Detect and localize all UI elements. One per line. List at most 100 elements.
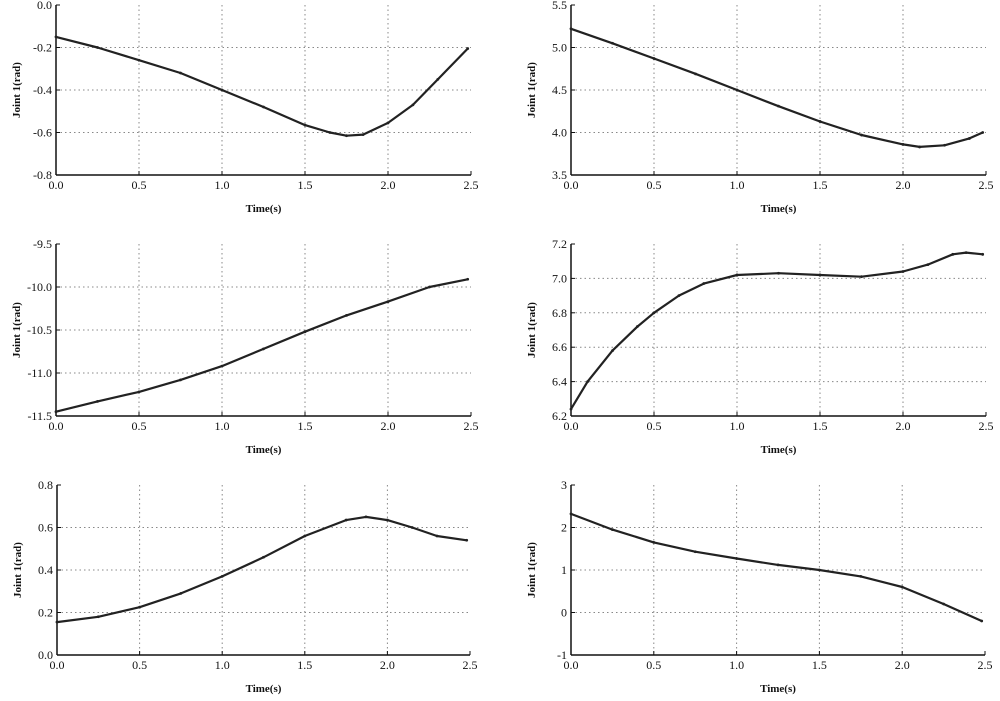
x-tick-label: 1.5 — [298, 419, 313, 433]
y-tick-label: 0.8 — [38, 478, 53, 492]
y-tick-label: 2 — [561, 521, 567, 535]
x-tick-label: 1.0 — [730, 178, 745, 192]
y-tick-label: 1 — [561, 563, 567, 577]
x-tick-label: 2.0 — [896, 178, 911, 192]
data-point — [303, 123, 307, 127]
data-point — [220, 574, 224, 578]
x-tick-label: 1.0 — [215, 178, 230, 192]
series-line — [56, 515, 467, 624]
y-axis-label: Joint 1(rad) — [526, 542, 538, 598]
data-point — [586, 380, 589, 383]
data-point — [262, 347, 265, 351]
x-tick-label: 2.0 — [381, 419, 396, 433]
data-point — [361, 133, 365, 137]
x-tick-label: 2.0 — [381, 178, 396, 192]
y-tick-label: -11.5 — [27, 409, 52, 423]
data-point — [677, 294, 681, 297]
data-point — [611, 41, 614, 45]
data-point — [179, 71, 182, 75]
x-tick-label: 2.5 — [463, 658, 478, 672]
data-point — [303, 534, 307, 538]
data-point — [96, 399, 99, 403]
y-tick-label: 6.8 — [552, 306, 567, 320]
data-point — [262, 105, 265, 109]
data-point — [220, 364, 224, 368]
x-tick-label: 1.0 — [215, 419, 230, 433]
data-point — [569, 512, 573, 516]
data-point — [818, 120, 822, 123]
subplot-6: 0.0 0.5 1.0 1.5 2.0 2.5 3 2 1 0 -1 Time(s) Joint 1(r… — [526, 478, 993, 695]
data-point — [693, 550, 697, 554]
data-point — [900, 585, 904, 589]
y-tick-label: -11.0 — [27, 366, 52, 380]
y-tick-label: 0.0 — [38, 648, 53, 662]
data-point — [611, 528, 614, 532]
y-tick-label: 6.2 — [552, 409, 567, 423]
data-point — [735, 273, 739, 277]
x-tick-label: 1.5 — [813, 178, 828, 192]
x-tick-label: 0.0 — [49, 419, 64, 433]
y-tick-label: 6.6 — [552, 340, 567, 354]
data-point — [55, 620, 59, 624]
y-tick-label: -0.4 — [33, 83, 52, 97]
data-point — [652, 57, 656, 60]
x-tick-label: 2.5 — [464, 178, 479, 192]
x-tick-label: 0.5 — [132, 419, 147, 433]
x-tick-label: 0.0 — [50, 658, 65, 672]
y-tick-label: 6.4 — [552, 375, 567, 389]
subplot-2: 0.0 0.5 1.0 1.5 2.0 2.5 5.5 5.0 4.5 4.0 3.5 Time(s)… — [526, 0, 994, 215]
y-tick-label: 4.0 — [552, 126, 567, 140]
series-line — [570, 27, 984, 148]
data-point — [386, 121, 390, 125]
x-axis-label: Time(s) — [760, 683, 796, 695]
x-axis-label: Time(s) — [246, 683, 282, 695]
x-tick-label: 1.0 — [729, 658, 744, 672]
data-point — [428, 285, 431, 289]
data-point — [466, 47, 470, 50]
data-point — [926, 263, 930, 267]
x-axis-label: Time(s) — [761, 444, 797, 456]
y-tick-label: 7.2 — [552, 237, 567, 251]
data-point — [137, 58, 141, 62]
data-point — [345, 313, 348, 317]
data-point — [943, 143, 946, 147]
data-point — [860, 275, 863, 279]
y-tick-label: 0.2 — [38, 606, 53, 620]
data-point — [138, 605, 142, 609]
data-point — [735, 88, 739, 92]
data-point — [179, 591, 183, 595]
y-tick-label: -10.0 — [27, 280, 52, 294]
data-point — [54, 410, 58, 414]
x-tick-label: 2.5 — [979, 419, 994, 433]
data-point — [328, 131, 332, 134]
x-axis-label: Time(s) — [246, 444, 282, 456]
subplot-5: 0.0 0.5 1.0 1.5 2.0 2.5 0.8 0.6 0.4 0.2 0.0 Time(s)… — [12, 478, 478, 695]
y-axis-label: Joint 1(rad) — [526, 62, 538, 118]
data-point — [569, 407, 573, 411]
y-axis-label: Joint 1(rad) — [526, 302, 538, 358]
data-point — [859, 574, 863, 578]
y-tick-label: 0.4 — [38, 563, 53, 577]
data-point — [968, 137, 971, 140]
data-point — [981, 131, 985, 134]
x-tick-label: 2.0 — [896, 419, 911, 433]
y-tick-label: -0.2 — [33, 41, 52, 55]
y-tick-label: -0.6 — [33, 126, 52, 140]
data-point — [652, 540, 656, 544]
y-tick-label: 5.0 — [552, 41, 567, 55]
data-point — [860, 133, 863, 137]
data-point — [96, 615, 100, 619]
x-tick-label: 0.5 — [646, 658, 661, 672]
data-point — [942, 602, 945, 606]
subplot-1: 0.0 0.5 1.0 1.5 2.0 2.5 0.0 -0.2 -0.4 -0.6 -0.8 Tim… — [11, 0, 479, 215]
x-tick-label: 2.0 — [895, 658, 910, 672]
y-tick-label: -10.5 — [27, 323, 52, 337]
x-tick-label: 1.5 — [812, 658, 827, 672]
data-point — [901, 143, 905, 146]
x-tick-label: 0.5 — [132, 658, 147, 672]
x-axis-label: Time(s) — [246, 203, 282, 215]
data-point — [901, 270, 905, 273]
x-tick-label: 1.5 — [297, 658, 312, 672]
